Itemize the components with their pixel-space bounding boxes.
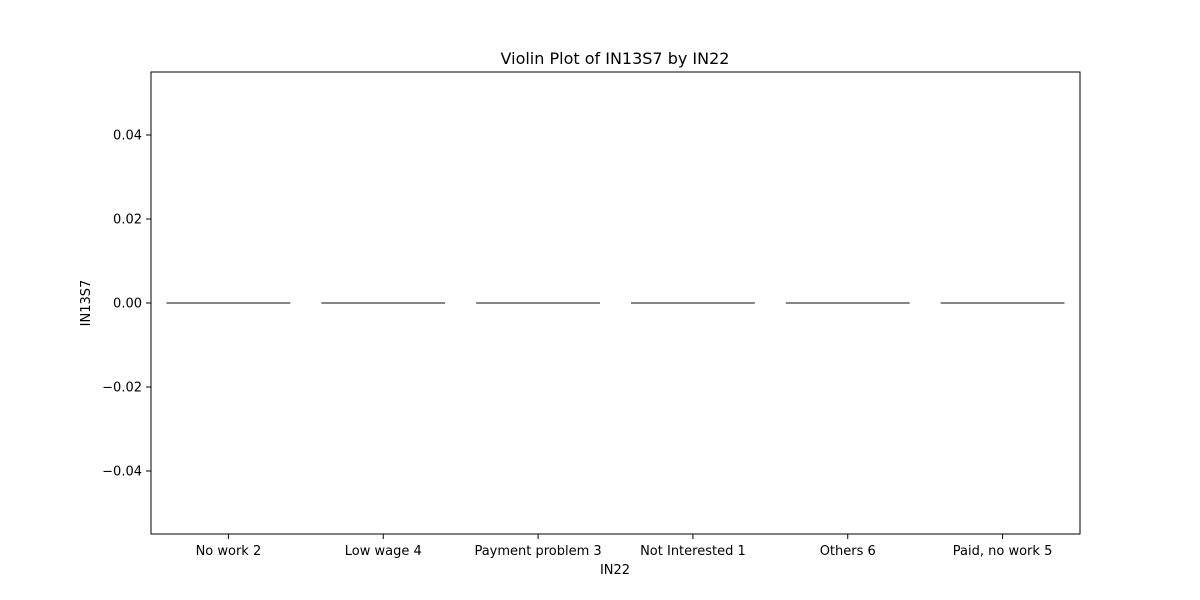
- x-tick-label: Payment problem 3: [474, 544, 601, 559]
- x-axis: No work 2 Low wage 4 Payment problem 3 Not …: [196, 534, 1053, 559]
- x-tick-label: Paid, no work 5: [953, 544, 1053, 559]
- y-axis: −0.04 −0.02 0.00 0.02 0.04: [102, 129, 151, 480]
- plot-frame: [150, 71, 1081, 535]
- x-axis-label: IN22: [600, 563, 630, 578]
- y-tick-label: −0.04: [102, 465, 142, 480]
- x-tick-label: Not Interested 1: [640, 544, 746, 559]
- x-tick-label: No work 2: [196, 544, 262, 559]
- chart-title: Violin Plot of IN13S7 by IN22: [501, 49, 730, 68]
- plot-area: −0.04 −0.02 0.00 0.02 0.04 No work 2 Low wage…: [102, 71, 1081, 559]
- y-tick-label: 0.00: [113, 297, 142, 312]
- x-tick-label: Others 6: [820, 544, 876, 559]
- y-tick-label: 0.04: [113, 129, 142, 144]
- x-tick-label: Low wage 4: [345, 544, 422, 559]
- y-tick-label: −0.02: [102, 381, 142, 396]
- y-axis-label: IN13S7: [79, 280, 94, 327]
- y-tick-label: 0.02: [113, 213, 142, 228]
